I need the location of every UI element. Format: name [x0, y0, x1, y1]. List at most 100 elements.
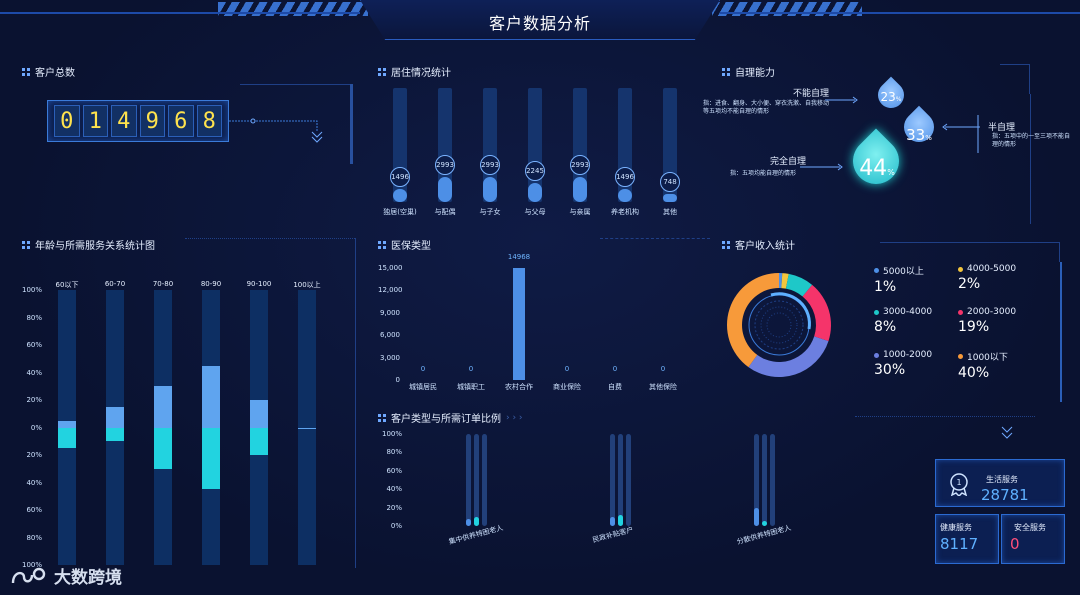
panel-title-residence: 居住情况统计: [378, 64, 451, 79]
chevrons-icon: › › ›: [506, 412, 523, 423]
residence-label: 与子女: [479, 208, 501, 216]
frame-line: [350, 84, 353, 164]
panel-title-insurance: 医保类型: [378, 237, 431, 252]
legend-item: 5000以上 1%: [874, 264, 964, 295]
legend-dot: [874, 352, 879, 358]
title-frame: [360, 0, 720, 40]
counter-digit: 0: [54, 105, 80, 137]
residence-fill: [438, 177, 452, 202]
not-self-care-pct: 23%: [876, 90, 906, 104]
age-group-label: 70-80: [152, 280, 174, 288]
legend-name: 1000-2000: [874, 350, 964, 360]
residence-label: 养老机构: [611, 208, 639, 216]
pct-value: 33: [906, 126, 926, 144]
frame-line: [185, 238, 355, 239]
order-tube: [770, 434, 775, 526]
residence-label: 与配偶: [434, 208, 456, 216]
insurance-axis-tick: 6,000: [379, 331, 400, 340]
age-bar-up: [106, 406, 124, 428]
donut-slice: [781, 273, 789, 289]
panel-title-text: 自理能力: [735, 68, 775, 79]
insurance-category: 城镇居民: [409, 383, 437, 391]
order-tube: [610, 434, 615, 526]
insurance-category: 商业保险: [553, 383, 581, 391]
pct-unit: %: [895, 96, 902, 103]
service-name: 安全服务: [1014, 523, 1046, 532]
medal-icon: 1: [950, 473, 968, 496]
panel-title-age-service: 年龄与所需服务关系统计图: [22, 237, 155, 252]
insurance-category: 自费: [608, 383, 622, 391]
full-self-care-pct: 44%: [850, 156, 904, 181]
order-axis-tick: 20%: [386, 503, 402, 512]
insurance-bar: [513, 268, 525, 380]
order-axis-tick: 60%: [386, 466, 402, 475]
legend-name: 3000-4000: [874, 307, 964, 317]
residence-fill: [483, 177, 497, 202]
residence-value: 748: [660, 172, 680, 192]
service-card-health: 健康服务 8117: [935, 514, 999, 564]
order-fill: [610, 516, 615, 526]
residence-tube: [528, 88, 542, 202]
header-line-left: [0, 12, 360, 14]
residence-fill: [618, 189, 632, 202]
pct-unit: %: [925, 134, 932, 142]
residence-value: 2993: [435, 155, 455, 175]
full-self-care-name: 完全自理: [770, 157, 807, 167]
order-tube: [474, 434, 479, 526]
insurance-axis-tick: 9,000: [379, 308, 400, 317]
age-bar-down: [58, 427, 76, 449]
legend-item: 4000-5000 2%: [958, 264, 1048, 292]
residence-fill: [573, 177, 587, 202]
panel-title-text: 年龄与所需服务关系统计图: [35, 241, 155, 252]
legend-name-text: 1000以下: [967, 353, 1008, 363]
legend-dot: [958, 354, 963, 359]
insurance-axis-tick: 3,000: [379, 353, 400, 362]
order-axis-tick: 0%: [390, 522, 402, 530]
frame-line: [240, 84, 350, 85]
semi-self-care-name: 半自理: [988, 123, 1016, 133]
counter-digit: 1: [82, 105, 108, 137]
insurance-value-label: 14968: [507, 253, 531, 262]
legend-item: 3000-4000 8%: [874, 307, 964, 335]
frame-line: [1000, 64, 1030, 94]
frame-line: [855, 416, 1035, 417]
insurance-value-label: 0: [468, 365, 474, 373]
age-bar-down: [106, 427, 124, 442]
insurance-category: 城镇职工: [457, 383, 485, 391]
legend-name: 5000以上: [874, 264, 964, 277]
donut-ring: [754, 300, 804, 350]
order-ratio-chart: 100% 80% 60% 40% 20% 0% 集中供养特困老人 民政补贴客户 分散供养特困老人: [380, 428, 792, 568]
legend-dot: [958, 309, 963, 315]
residence-value: 2993: [570, 155, 590, 175]
counter-digit: 6: [168, 105, 194, 137]
insurance-value-label: 0: [612, 365, 618, 373]
age-axis-tick: 0%: [30, 423, 42, 432]
age-service-chart: 100% 80% 60% 40% 20% 0% 20% 40% 60% 80% 100% 60以下 60…: [20, 280, 350, 569]
insurance-chart: 15,000 12,000 9,000 6,000 3,000 0 0 城镇居民 0 城镇职工 14…: [378, 253, 698, 395]
residence-label: 与亲属: [569, 208, 591, 216]
insurance-value-label: 0: [660, 365, 666, 373]
order-tube: [762, 434, 767, 526]
residence-tube: [573, 88, 587, 202]
donut-ring: [766, 312, 792, 338]
order-fill: [466, 518, 471, 526]
grid-icon: [378, 413, 386, 422]
insurance-value-label: 0: [420, 365, 426, 373]
full-self-care-desc: 指：五项均能自理的情形: [730, 170, 797, 177]
age-bar-up: [202, 365, 220, 428]
legend-name: 1000以下: [958, 350, 1048, 363]
age-bar-up: [58, 420, 76, 428]
age-group-label: 60-70: [104, 280, 126, 288]
age-column: [106, 290, 124, 565]
legend-name-text: 4000-5000: [967, 264, 1017, 274]
age-bar-up: [250, 400, 268, 428]
panel-title-customer-total: 客户总数: [22, 64, 75, 79]
age-axis-tick: 40%: [26, 478, 42, 487]
age-bar-down: [202, 427, 220, 490]
donut-slice: [748, 336, 829, 377]
panel-title-text: 客户总数: [35, 68, 75, 79]
legend-name-text: 5000以上: [883, 267, 924, 277]
age-bar-down: [250, 427, 268, 455]
age-axis-tick: 100%: [21, 561, 42, 569]
